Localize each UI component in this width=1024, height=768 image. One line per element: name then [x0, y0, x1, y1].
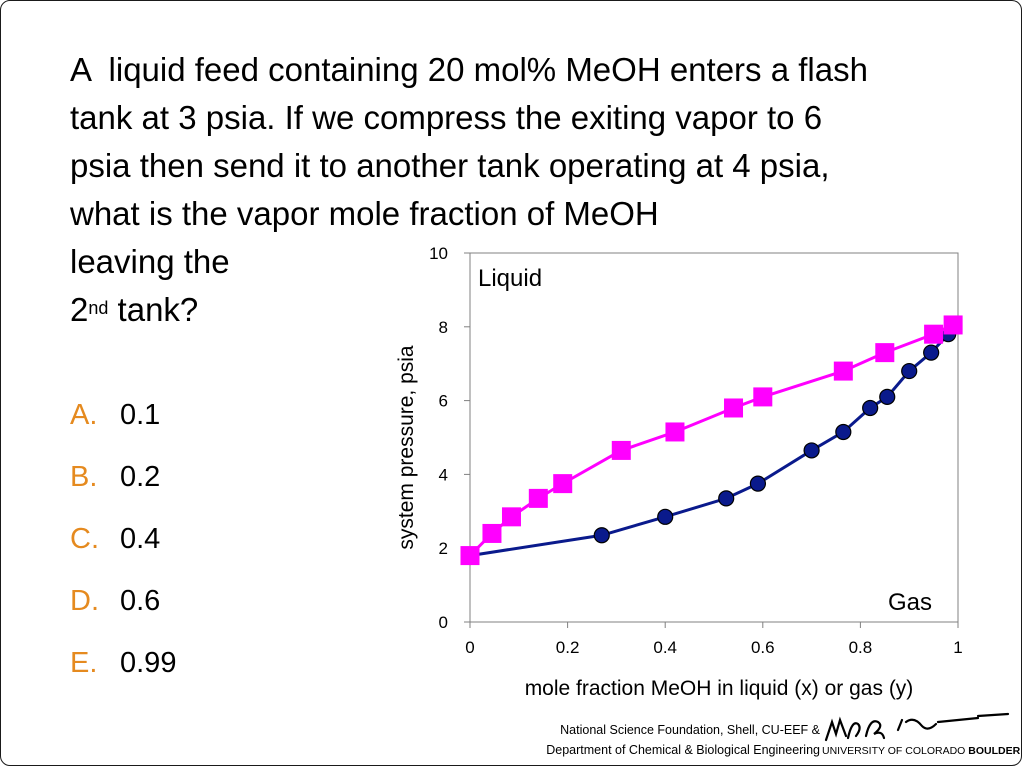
x-tick-label: 0.2 [556, 638, 580, 657]
question-end: tank? [108, 291, 199, 328]
y-axis-label: system pressure, psia [395, 345, 418, 550]
answer-option-d[interactable]: D. 0.6 [70, 576, 270, 626]
answer-value: 0.1 [120, 399, 161, 431]
credits-line-1: National Science Foundation, Shell, CU-E… [560, 723, 820, 737]
liquid-data-point [665, 422, 685, 442]
x-tick-label: 1 [953, 638, 962, 657]
question-ordinal: 2 [70, 291, 89, 328]
question-ordinal-suffix: nd [88, 298, 109, 318]
answer-option-c[interactable]: C. 0.4 [70, 514, 270, 564]
answer-value: 0.4 [120, 523, 161, 555]
gas-data-point [923, 344, 940, 361]
gas-data-point [901, 362, 918, 380]
question-line-1: A liquid feed containing 20 mol% MeOH en… [70, 51, 868, 88]
y-tick-label: 4 [439, 465, 448, 484]
university-bold: BOULDER [968, 745, 1021, 757]
answer-value: 0.6 [120, 585, 161, 617]
x-tick-label: 0.8 [849, 638, 873, 657]
university-name: UNIVERSITY OF COLORADO BOULDER [822, 745, 1020, 757]
gas-data-point [749, 475, 767, 492]
liquid-data-point [924, 324, 944, 344]
x-axis-label: mole fraction MeOH in liquid (x) or gas … [525, 677, 914, 700]
plot-area-frame [469, 252, 959, 623]
gas-data-point [835, 423, 852, 441]
gas-data-point [879, 388, 896, 406]
liquid-data-point [753, 387, 773, 407]
liquid-annotation: Liquid [478, 265, 542, 292]
university-regular: UNIVERSITY OF COLORADO [822, 745, 969, 757]
liquid-data-point [833, 361, 853, 381]
liquid-data-point [724, 398, 744, 418]
x-tick-label: 0.4 [653, 638, 677, 657]
gas-data-point [718, 490, 735, 507]
question-line-6: 2nd tank? [70, 286, 990, 334]
liquid-data-point [528, 488, 548, 508]
question-line-2: tank at 3 psia. If we compress the exiti… [70, 99, 823, 136]
liquid-data-point [875, 343, 895, 363]
credits: National Science Foundation, Shell, CU-E… [504, 720, 820, 760]
question-line-3: psia then send it to another tank operat… [70, 147, 830, 184]
gas-annotation: Gas [888, 589, 932, 616]
cu-mountain-logo [824, 712, 1010, 742]
gas-data-point [862, 399, 879, 417]
x-tick-label: 0.6 [751, 638, 775, 657]
question-line-5: leaving the [70, 243, 230, 280]
y-tick-label: 10 [429, 244, 448, 263]
liquid-data-point [943, 315, 963, 335]
gas-data-point [593, 527, 610, 544]
answer-option-a[interactable]: A. 0.1 [70, 390, 270, 440]
answer-letter: E. [70, 647, 98, 679]
y-tick-label: 0 [439, 613, 448, 632]
gas-data-point [803, 442, 820, 459]
question-line-4: what is the vapor mole fraction of MeOH [70, 195, 659, 232]
answer-option-e[interactable]: E. 0.99 [70, 638, 270, 688]
gas-data-point [657, 508, 674, 525]
pressure-composition-chart: 0 0.2 0.4 0.6 0.8 1 0 2 4 6 8 10 mole fraction MeOH … [372, 238, 984, 720]
question-text: A liquid feed containing 20 mol% MeOH en… [70, 46, 990, 334]
answer-letter: C. [70, 523, 99, 555]
y-tick-label: 2 [439, 539, 448, 558]
answer-letter: D. [70, 585, 99, 617]
answer-value: 0.99 [120, 647, 177, 679]
x-tick-label: 0 [465, 638, 474, 657]
liquid-data-point [460, 546, 480, 566]
credits-line-2: Department of Chemical & Biological Engi… [546, 743, 820, 757]
answer-letter: B. [70, 461, 98, 493]
liquid-data-point [553, 474, 573, 494]
answer-value: 0.2 [120, 461, 161, 493]
answer-option-b[interactable]: B. 0.2 [70, 452, 270, 502]
answer-letter: A. [70, 399, 98, 431]
gas-series-line [469, 333, 950, 558]
liquid-data-point [611, 440, 631, 460]
liquid-data-point [482, 523, 502, 543]
y-tick-label: 8 [439, 318, 448, 337]
y-tick-label: 6 [439, 392, 448, 411]
liquid-data-point [501, 507, 521, 527]
